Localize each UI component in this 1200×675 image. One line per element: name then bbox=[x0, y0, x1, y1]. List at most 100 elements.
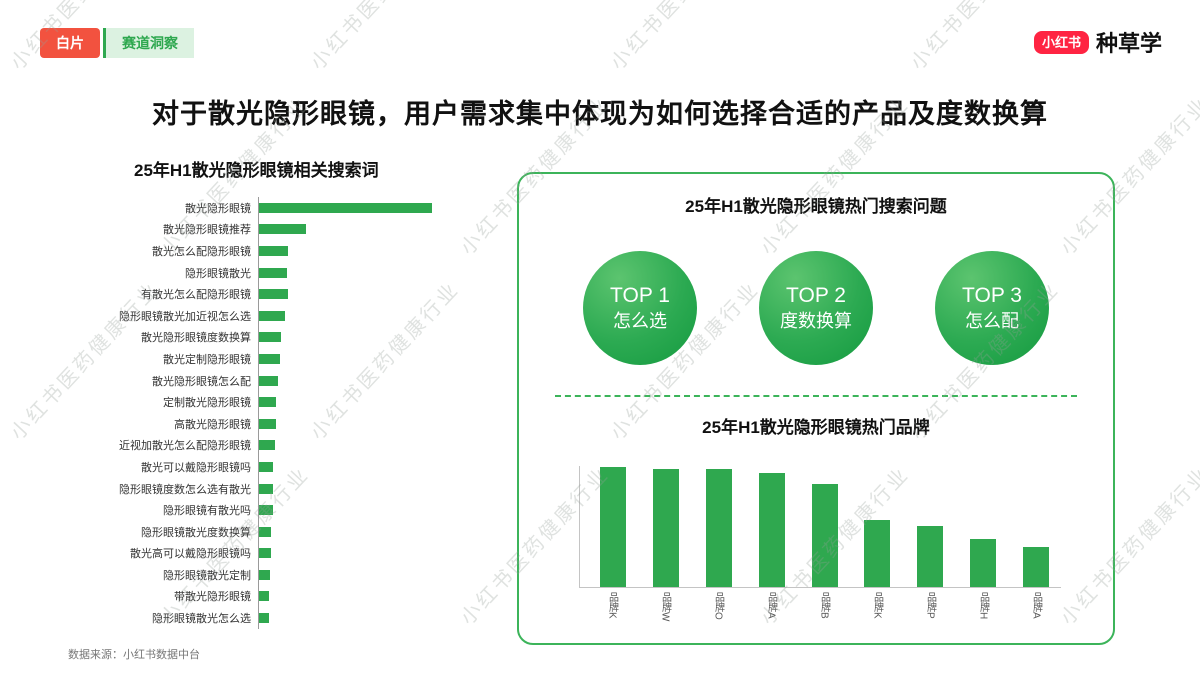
search-term-bar bbox=[259, 202, 432, 213]
search-term-row: 隐形眼镜散光定制 bbox=[66, 564, 486, 586]
search-term-row: 散光隐形眼镜推荐 bbox=[66, 218, 486, 241]
brand-label-cell: 品牌W bbox=[650, 592, 680, 621]
search-term-bar bbox=[259, 224, 306, 235]
search-term-row: 散光怎么配隐形眼镜 bbox=[66, 240, 486, 262]
search-term-label: 散光定制隐形眼镜 bbox=[163, 353, 251, 366]
section-badge: 赛道洞察 bbox=[103, 28, 194, 58]
brand-bar-col bbox=[651, 469, 681, 587]
bar-track bbox=[258, 304, 486, 327]
search-term-label: 散光怎么配隐形眼镜 bbox=[152, 245, 251, 258]
watermark-text: 小红书医药健康行业 bbox=[302, 0, 464, 75]
brand-label: 品牌A bbox=[765, 592, 777, 619]
watermark-text: 小红书医药健康行业 bbox=[602, 0, 764, 75]
top-rank-label: TOP 3 bbox=[962, 284, 1022, 308]
brand-logo: 小红书 种草学 bbox=[1033, 26, 1162, 58]
brand-bar-col bbox=[862, 519, 892, 587]
search-terms-chart: 25年H1散光隐形眼镜相关搜索词 散光隐形眼镜散光隐形眼镜推荐散光怎么配隐形眼镜… bbox=[66, 156, 486, 629]
search-term-bar bbox=[259, 353, 280, 364]
brand-label-cell: 品牌P bbox=[915, 592, 945, 621]
search-term-label: 散光高可以戴隐形眼镜吗 bbox=[130, 548, 251, 561]
brand-bar-col bbox=[915, 525, 945, 587]
search-term-row: 散光隐形眼镜怎么配 bbox=[66, 369, 486, 392]
brand-label: 品牌A bbox=[1030, 592, 1042, 619]
brand-bar bbox=[705, 469, 732, 587]
bar-track bbox=[258, 564, 486, 586]
top-question-circle: TOP 1 怎么选 bbox=[583, 251, 697, 365]
search-term-bar bbox=[259, 483, 273, 494]
search-term-bar bbox=[259, 418, 277, 429]
search-term-row: 隐形眼镜有散光吗 bbox=[66, 499, 486, 521]
search-term-row: 散光隐形眼镜 bbox=[66, 197, 486, 219]
bar-track bbox=[258, 369, 486, 392]
top-rank-label: TOP 1 bbox=[610, 284, 670, 308]
logo-text: 种草学 bbox=[1095, 31, 1162, 56]
hot-questions-title: 25年H1散光隐形眼镜热门搜索问题 bbox=[685, 197, 947, 216]
search-terms-chart-title: 25年H1散光隐形眼镜相关搜索词 bbox=[134, 161, 379, 180]
brand-bar bbox=[970, 539, 997, 587]
bar-track bbox=[258, 197, 486, 219]
search-term-bar bbox=[259, 267, 287, 278]
search-term-row: 散光可以戴隐形眼镜吗 bbox=[66, 456, 486, 478]
bar-track bbox=[258, 218, 486, 241]
brand-bar bbox=[758, 473, 785, 587]
search-term-row: 散光高可以戴隐形眼镜吗 bbox=[66, 542, 486, 565]
search-term-label: 隐形眼镜度数怎么选有散光 bbox=[119, 483, 251, 496]
search-term-row: 近视加散光怎么配隐形眼镜 bbox=[66, 434, 486, 457]
brand-labels-row: 品牌K 品牌W 品牌O 品牌A 品牌B 品牌K 品牌P 品牌H 品牌A bbox=[579, 588, 1061, 621]
bar-track bbox=[258, 520, 486, 543]
brand-label-cell: 品牌O bbox=[703, 592, 733, 621]
search-term-label: 隐形眼镜散光度数换算 bbox=[141, 526, 251, 539]
top-question-circle: TOP 3 怎么配 bbox=[935, 251, 1049, 365]
hot-brands-title: 25年H1散光隐形眼镜热门品牌 bbox=[702, 418, 930, 437]
brand-label-cell: 品牌A bbox=[756, 592, 786, 621]
search-term-row: 隐形眼镜散光 bbox=[66, 261, 486, 284]
brand-label: 品牌K bbox=[606, 592, 618, 619]
search-term-bar bbox=[259, 461, 273, 472]
brand-label-cell: 品牌K bbox=[862, 592, 892, 621]
search-term-bar bbox=[259, 548, 272, 559]
search-term-bar bbox=[259, 613, 270, 624]
search-term-row: 隐形眼镜散光加近视怎么选 bbox=[66, 304, 486, 327]
search-term-bar bbox=[259, 375, 279, 386]
bar-track bbox=[258, 434, 486, 457]
search-term-row: 有散光怎么配隐形眼镜 bbox=[66, 283, 486, 305]
top-question-circle: TOP 2 度数换算 bbox=[759, 251, 873, 365]
brand-label: 品牌W bbox=[659, 592, 671, 622]
search-term-bar bbox=[259, 397, 277, 408]
search-terms-rows: 散光隐形眼镜 散光隐形眼镜推荐 散光怎么配隐形眼镜 隐形眼镜散光 有散光怎么配隐形眼镜隐… bbox=[66, 197, 486, 629]
page-title: 对于散光隐形眼镜，用户需求集中体现为如何选择合适的产品及度数换算 bbox=[152, 99, 1048, 129]
search-term-label: 散光可以戴隐形眼镜吗 bbox=[141, 461, 251, 474]
brand-chart: 品牌K 品牌W 品牌O 品牌A 品牌B 品牌K 品牌P 品牌H 品牌A bbox=[579, 466, 1061, 621]
search-term-label: 隐形眼镜散光 bbox=[185, 267, 251, 280]
brand-bar bbox=[600, 467, 626, 587]
search-term-label: 散光隐形眼镜怎么配 bbox=[152, 375, 251, 388]
search-term-label: 近视加散光怎么配隐形眼镜 bbox=[119, 440, 251, 453]
bar-track bbox=[258, 499, 486, 521]
search-term-bar bbox=[259, 505, 273, 516]
brand-bar-col bbox=[1021, 547, 1051, 587]
search-term-bar bbox=[259, 591, 270, 602]
brand-label: 品牌O bbox=[712, 592, 724, 620]
bar-track bbox=[258, 240, 486, 262]
search-term-row: 定制散光隐形眼镜 bbox=[66, 391, 486, 413]
data-source-note: 数据来源：小红书数据中台 bbox=[68, 649, 200, 661]
search-term-row: 隐形眼镜散光度数换算 bbox=[66, 520, 486, 543]
bar-track bbox=[258, 456, 486, 478]
search-term-row: 隐形眼镜散光怎么选 bbox=[66, 607, 486, 629]
brand-bar-col bbox=[757, 473, 787, 587]
top-question-label: 怎么选 bbox=[613, 311, 667, 332]
bar-track bbox=[258, 585, 486, 608]
search-term-label: 定制散光隐形眼镜 bbox=[163, 397, 251, 410]
brand-bar-col bbox=[968, 539, 998, 587]
brand-bars-area bbox=[579, 466, 1061, 588]
dashed-divider bbox=[555, 395, 1077, 397]
search-term-label: 散光隐形眼镜 bbox=[185, 202, 251, 215]
search-term-row: 隐形眼镜度数怎么选有散光 bbox=[66, 477, 486, 500]
bar-track bbox=[258, 326, 486, 349]
brand-label: 品牌H bbox=[977, 592, 989, 620]
search-term-row: 散光定制隐形眼镜 bbox=[66, 348, 486, 370]
top-questions-circles: TOP 1 怎么选 TOP 2 度数换算 TOP 3 怎么配 bbox=[519, 251, 1113, 365]
search-term-bar bbox=[259, 569, 271, 580]
search-term-label: 带散光隐形眼镜 bbox=[174, 591, 251, 604]
top-question-label: 度数换算 bbox=[780, 311, 852, 332]
